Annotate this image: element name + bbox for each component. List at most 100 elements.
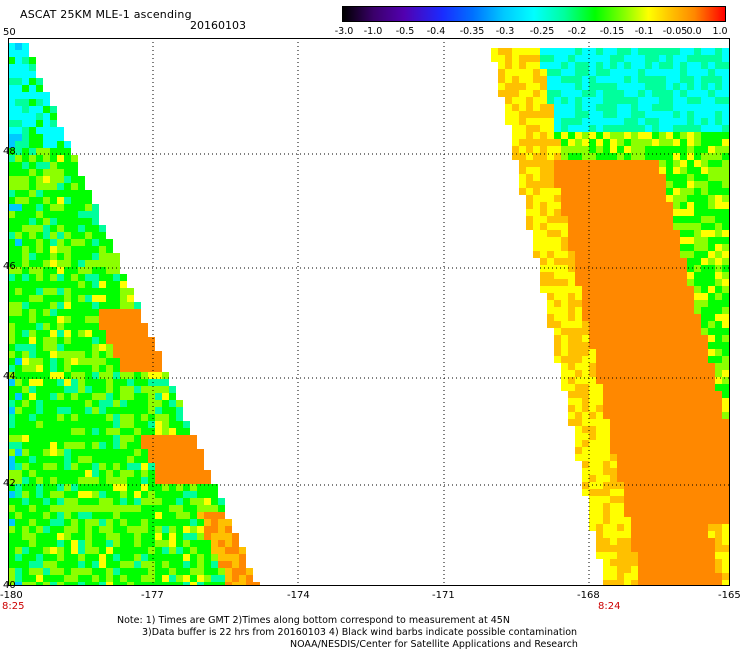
wind-pixel	[29, 449, 36, 456]
wind-pixel	[589, 433, 596, 440]
wind-pixel	[715, 335, 722, 342]
wind-pixel	[141, 344, 148, 351]
wind-pixel	[673, 62, 680, 69]
wind-pixel	[701, 90, 708, 97]
wind-pixel	[141, 442, 148, 449]
wind-pixel	[610, 272, 617, 279]
wind-pixel	[547, 48, 554, 55]
wind-pixel	[722, 167, 729, 174]
wind-pixel	[652, 433, 659, 440]
wind-pixel	[673, 440, 680, 447]
wind-pixel	[120, 365, 127, 372]
wind-pixel	[113, 575, 120, 582]
wind-pixel	[694, 83, 701, 90]
wind-pixel	[659, 139, 666, 146]
wind-pixel	[15, 155, 22, 162]
wind-pixel	[120, 575, 127, 582]
wind-pixel	[708, 195, 715, 202]
wind-pixel	[36, 568, 43, 575]
wind-pixel	[631, 167, 638, 174]
wind-pixel	[134, 337, 141, 344]
wind-pixel	[36, 106, 43, 113]
wind-pixel	[15, 253, 22, 260]
wind-pixel	[624, 265, 631, 272]
wind-pixel	[589, 83, 596, 90]
wind-pixel	[596, 517, 603, 524]
wind-pixel	[680, 167, 687, 174]
wind-pixel	[582, 286, 589, 293]
wind-pixel	[652, 181, 659, 188]
wind-pixel	[519, 97, 526, 104]
wind-pixel	[71, 547, 78, 554]
wind-pixel	[8, 253, 15, 260]
wind-pixel	[71, 204, 78, 211]
wind-pixel	[617, 342, 624, 349]
wind-pixel	[659, 265, 666, 272]
wind-pixel	[176, 526, 183, 533]
wind-pixel	[71, 197, 78, 204]
wind-pixel	[8, 365, 15, 372]
wind-pixel	[141, 407, 148, 414]
wind-pixel	[680, 48, 687, 55]
wind-pixel	[15, 575, 22, 582]
wind-pixel	[36, 211, 43, 218]
wind-pixel	[603, 125, 610, 132]
wind-pixel	[589, 398, 596, 405]
wind-pixel	[22, 400, 29, 407]
wind-pixel	[71, 449, 78, 456]
wind-pixel	[694, 265, 701, 272]
wind-pixel	[680, 83, 687, 90]
wind-pixel	[71, 456, 78, 463]
wind-pixel	[22, 547, 29, 554]
wind-pixel	[596, 167, 603, 174]
wind-pixel	[617, 566, 624, 573]
wind-pixel	[148, 477, 155, 484]
wind-pixel	[722, 573, 729, 580]
wind-pixel	[505, 48, 512, 55]
wind-pixel	[603, 76, 610, 83]
wind-pixel	[673, 377, 680, 384]
wind-pixel	[666, 272, 673, 279]
wind-pixel	[148, 435, 155, 442]
wind-pixel	[15, 190, 22, 197]
wind-pixel	[722, 125, 729, 132]
wind-pixel	[568, 321, 575, 328]
wind-pixel	[575, 90, 582, 97]
wind-pixel	[8, 477, 15, 484]
wind-pixel	[680, 475, 687, 482]
wind-pixel	[603, 503, 610, 510]
wind-pixel	[722, 405, 729, 412]
wind-pixel	[204, 477, 211, 484]
wind-pixel	[722, 531, 729, 538]
wind-pixel	[645, 510, 652, 517]
wind-pixel	[715, 517, 722, 524]
wind-pixel	[99, 470, 106, 477]
wind-pixel	[22, 43, 29, 50]
wind-pixel	[603, 90, 610, 97]
wind-pixel	[638, 69, 645, 76]
wind-pixel	[631, 342, 638, 349]
wind-pixel	[57, 169, 64, 176]
wind-pixel	[575, 433, 582, 440]
wind-pixel	[554, 258, 561, 265]
wind-pixel	[141, 386, 148, 393]
wind-pixel	[666, 496, 673, 503]
wind-pixel	[120, 330, 127, 337]
wind-pixel	[106, 372, 113, 379]
wind-pixel	[666, 398, 673, 405]
colorbar-label: -0.35	[459, 26, 485, 37]
wind-pixel	[78, 365, 85, 372]
wind-pixel	[708, 545, 715, 552]
wind-pixel	[113, 414, 120, 421]
wind-pixel	[575, 314, 582, 321]
wind-pixel	[15, 330, 22, 337]
wind-pixel	[43, 575, 50, 582]
wind-pixel	[169, 484, 176, 491]
wind-pixel	[589, 48, 596, 55]
wind-pixel	[575, 55, 582, 62]
wind-pixel	[15, 456, 22, 463]
wind-pixel	[631, 328, 638, 335]
wind-pixel	[169, 568, 176, 575]
wind-pixel	[106, 442, 113, 449]
wind-pixel	[652, 174, 659, 181]
